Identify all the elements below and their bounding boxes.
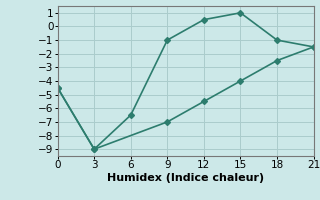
- X-axis label: Humidex (Indice chaleur): Humidex (Indice chaleur): [107, 173, 264, 183]
